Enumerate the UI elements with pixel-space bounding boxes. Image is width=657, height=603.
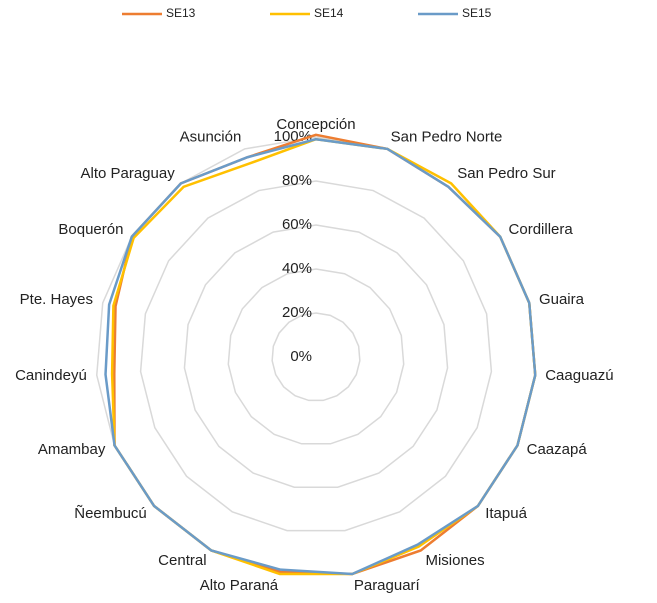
category-label: Amambay xyxy=(38,441,106,458)
category-label: Concepción xyxy=(276,116,355,133)
y-tick-label: 100% xyxy=(274,128,312,145)
category-label: Boquerón xyxy=(58,221,123,238)
grid-ring xyxy=(183,224,449,488)
category-label: Paraguarí xyxy=(354,577,421,594)
y-tick-label: 80% xyxy=(282,172,312,189)
category-label: San Pedro Norte xyxy=(391,129,503,146)
category-label: Itapuá xyxy=(485,505,527,522)
y-tick-label: 0% xyxy=(290,348,312,365)
category-label: Alto Paraná xyxy=(200,577,279,594)
category-label: Cordillera xyxy=(509,221,574,238)
category-label: Guaira xyxy=(539,291,585,308)
category-label: San Pedro Sur xyxy=(457,165,555,182)
grid-ring xyxy=(227,268,405,445)
y-tick-label: 20% xyxy=(282,304,312,321)
y-tick-label: 60% xyxy=(282,216,312,233)
legend-label: SE14 xyxy=(314,6,344,20)
category-label: Caazapá xyxy=(527,441,588,458)
category-label: Ñeembucú xyxy=(74,505,147,522)
grid-ring xyxy=(139,180,493,532)
category-label: Central xyxy=(158,552,206,569)
legend-label: SE15 xyxy=(462,6,492,20)
category-label: Asunción xyxy=(180,129,242,146)
category-label: Canindeyú xyxy=(15,367,87,384)
category-label: Pte. Hayes xyxy=(20,291,93,308)
category-label: Alto Paraguay xyxy=(80,165,175,182)
series-line xyxy=(104,137,537,576)
category-label: Caaguazú xyxy=(545,367,613,384)
legend-label: SE13 xyxy=(166,6,196,20)
series-line xyxy=(113,133,537,576)
category-label: Misiones xyxy=(425,552,484,569)
y-tick-label: 40% xyxy=(282,260,312,277)
grid-ring xyxy=(271,312,361,402)
